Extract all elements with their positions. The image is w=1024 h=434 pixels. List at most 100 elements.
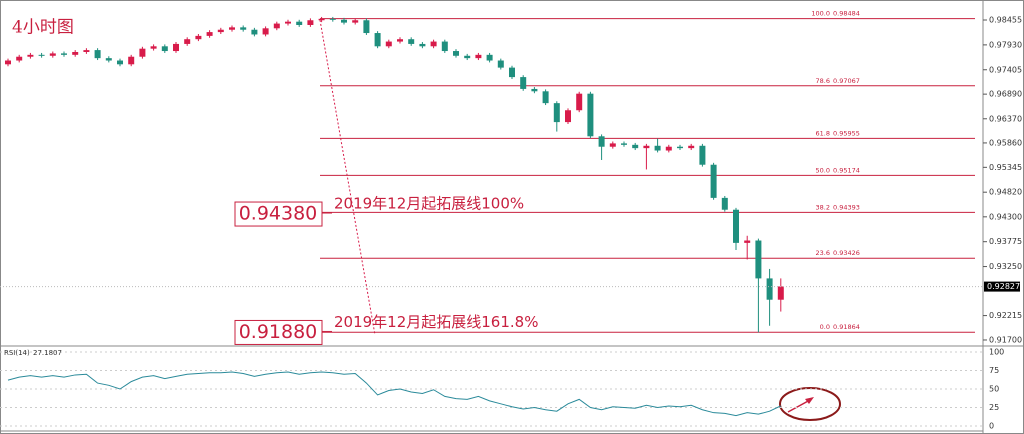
fib-price: 0.95955 [833,129,860,137]
candle-body [710,164,717,198]
candle-body [609,143,616,147]
y-tick-label: 0.96370 [989,114,1022,123]
candle-body [217,29,224,33]
candle-body [464,55,471,59]
candle-body [128,56,135,65]
candle-body [553,103,560,123]
candle-body [72,51,79,55]
candle-body [688,145,695,149]
arrow [787,399,811,413]
rsi-current: 27.1807 [33,349,62,357]
candle-body [173,43,179,52]
candle-body [621,143,627,145]
candle-body [329,18,336,20]
candle-body [363,20,370,34]
fib-level: 38.2 [816,203,830,211]
rsi-tick-label: 75 [989,366,999,375]
current-price-label: 0.92827 [987,282,1020,291]
y-tick-label: 0.94820 [989,188,1022,197]
candle-body [665,146,672,151]
candle-body [430,41,437,47]
candle-body [374,33,381,47]
candle-body [509,67,515,78]
candle-body [38,54,45,56]
candle-body [721,197,728,210]
rsi-line [7,371,782,417]
fib-price: 0.97067 [833,77,860,85]
candle-body [206,32,213,36]
candle-body [61,53,67,55]
candle-body [49,53,56,56]
candle-body [497,60,504,68]
candle-body [16,56,23,61]
candle-body [565,110,571,123]
annotation-text: 2019年12月起拓展线100% [334,195,524,213]
y-tick-label: 0.95345 [989,163,1022,172]
candle-body [419,43,426,47]
candle-body [240,27,247,30]
candle-body [229,27,235,30]
y-tick-label: 0.98455 [989,16,1022,25]
rsi-tick-label: 0 [989,422,994,431]
candle-body [318,18,325,21]
candle-body [161,46,168,52]
rsi-name: RSI(14) [4,349,30,357]
fib-level: 50.0 [816,166,830,174]
rsi-tick-label: 25 [989,403,999,412]
candle-body [542,91,549,104]
candle-body [453,51,459,56]
candle-body [733,209,739,243]
candle-body [643,145,650,149]
rsi-tick-label: 100 [989,348,1004,357]
fib-price: 0.98484 [833,10,860,18]
fib-level: 78.6 [816,77,830,85]
annotation-box [234,319,323,345]
candle-body [341,19,347,23]
highlight-ellipse [779,387,841,421]
candle-body [587,93,594,137]
candle-body [105,58,112,61]
candle-body [397,39,403,42]
y-tick-label: 0.95860 [989,138,1022,147]
candle-body [385,41,392,47]
candle-body [150,46,157,49]
candle-body [576,93,583,111]
candle-body [744,240,751,243]
candle-body [195,35,202,40]
candle-body [475,54,482,59]
candle-body [777,286,784,300]
fib-price: 0.94393 [833,203,860,211]
annotation-label: 0.91880 [239,321,318,343]
candle-body [296,21,303,25]
candle-body [5,60,11,65]
fib-level: 23.6 [816,249,830,257]
y-tick-label: 0.96890 [989,90,1022,99]
fib-level: 0.0 [820,323,830,331]
candle-body [441,41,448,52]
y-tick-label: 0.97930 [989,40,1022,49]
candle-body [654,145,661,151]
chart-title: 4小时图 [12,18,74,38]
candle-body [83,50,90,52]
candle-body [677,146,683,149]
annotation-label: 0.94380 [239,203,318,225]
candle-body [273,23,280,29]
fib-price: 0.95174 [833,166,860,174]
candle-body [117,60,123,65]
candle-body [251,29,258,35]
candle-body [598,136,605,147]
y-tick-label: 0.94300 [989,212,1022,221]
candle-body [307,20,314,25]
y-tick-label: 0.92215 [989,311,1022,320]
rsi-tick-label: 50 [989,385,999,394]
fib-level: 100.0 [811,10,830,18]
candle-body [184,39,191,44]
y-tick-label: 0.97405 [989,65,1022,74]
y-tick-label: 0.93250 [989,262,1022,271]
candle-body [755,240,762,279]
candle-body [766,278,773,300]
candle-body [520,77,527,89]
candle-body [486,54,493,61]
